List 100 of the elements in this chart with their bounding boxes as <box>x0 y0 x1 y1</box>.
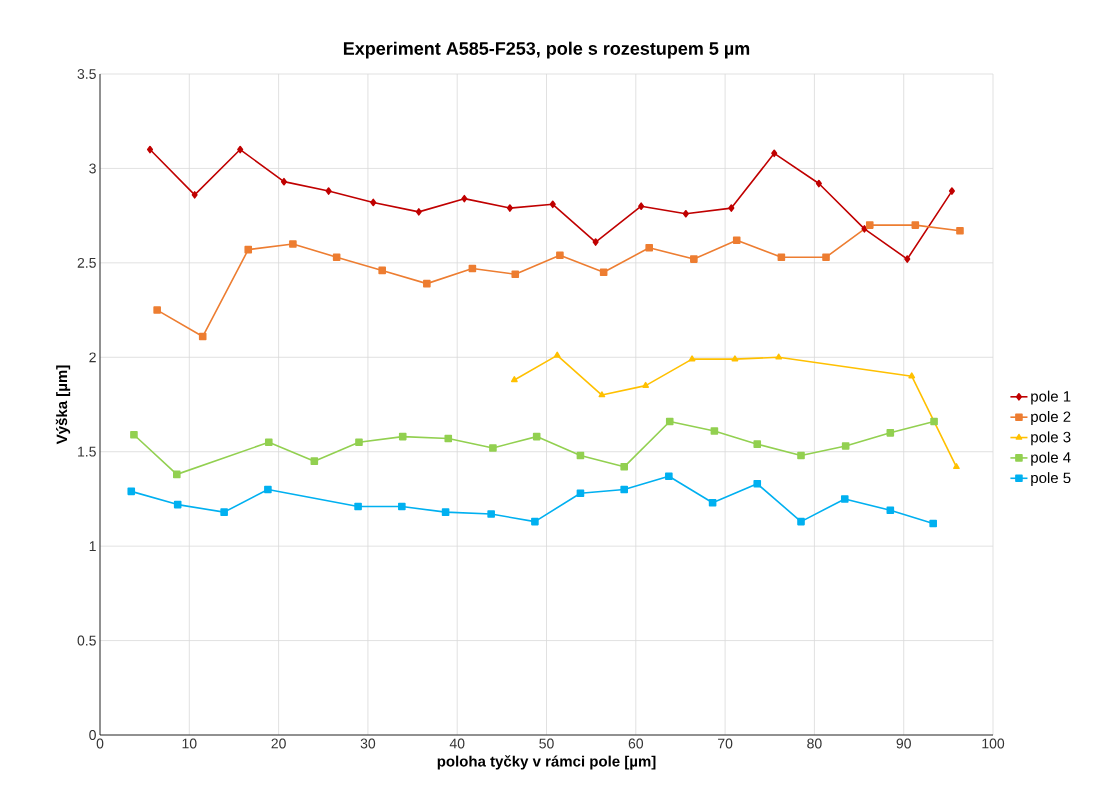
point <box>441 508 450 516</box>
point <box>423 279 431 288</box>
y-tick-label: 0 <box>89 730 96 740</box>
x-tick-label: 100 <box>982 738 1005 749</box>
point <box>354 502 362 511</box>
point <box>531 517 539 526</box>
point <box>592 238 599 246</box>
x-axis-title: poloha tyčky v rámci pole [µm] <box>437 755 656 770</box>
point <box>815 179 822 188</box>
point <box>280 177 288 186</box>
chart-title: Experiment A585-F253, pole s rozestupem 5 µm <box>343 41 750 59</box>
point <box>237 145 244 154</box>
y-tick-label: 3 <box>89 163 96 174</box>
point <box>775 353 783 360</box>
point <box>911 221 920 229</box>
point <box>153 306 161 314</box>
point <box>620 463 628 471</box>
point <box>444 434 453 443</box>
y-tick-label: 0.5 <box>77 635 96 646</box>
point <box>908 372 916 379</box>
point <box>861 225 868 233</box>
point <box>576 489 585 498</box>
legend-label: pole 3 <box>1031 431 1071 446</box>
point <box>930 417 938 426</box>
point <box>732 236 741 244</box>
point <box>731 355 739 362</box>
point <box>325 187 332 195</box>
x-tick-label: 90 <box>896 738 911 749</box>
point <box>173 470 181 479</box>
point <box>841 442 850 450</box>
point <box>797 517 805 526</box>
point <box>904 255 911 263</box>
x-tick-label: 60 <box>628 738 644 749</box>
x-tick-label: 30 <box>360 738 376 749</box>
point <box>708 498 717 507</box>
legend-label: pole 1 <box>1031 390 1071 405</box>
point <box>797 451 805 460</box>
legend-label: pole 4 <box>1031 451 1071 466</box>
y-tick-label: 2.5 <box>77 257 96 268</box>
point <box>310 457 319 465</box>
y-tick-label: 3.5 <box>77 69 96 79</box>
point <box>886 506 895 515</box>
point <box>682 209 689 218</box>
y-tick-label: 1 <box>89 541 96 551</box>
point <box>688 355 696 362</box>
point <box>777 253 786 261</box>
point <box>398 432 407 441</box>
point <box>549 200 556 209</box>
point <box>753 440 762 448</box>
point <box>953 463 960 470</box>
x-tick-label: 20 <box>271 738 286 749</box>
point <box>220 508 228 516</box>
point <box>378 266 386 275</box>
point <box>598 391 606 398</box>
point <box>289 240 297 248</box>
x-tick-label: 0 <box>96 738 104 749</box>
point <box>753 480 762 488</box>
point <box>332 253 341 261</box>
point <box>191 191 198 199</box>
point <box>489 444 497 452</box>
legend-label: pole 5 <box>1031 472 1071 487</box>
point <box>642 381 650 388</box>
point <box>665 417 674 426</box>
point <box>638 202 645 210</box>
point <box>710 427 719 435</box>
point <box>948 187 955 195</box>
point <box>771 149 778 158</box>
x-tick-label: 80 <box>807 738 822 749</box>
point <box>264 438 273 447</box>
point <box>822 253 830 261</box>
x-tick-label: 40 <box>449 738 465 749</box>
point <box>127 487 136 496</box>
point <box>886 429 895 437</box>
point <box>553 351 561 358</box>
legend-label: pole 2 <box>1031 411 1071 425</box>
point <box>620 485 628 494</box>
x-tick-label: 10 <box>182 738 197 749</box>
point <box>415 208 422 216</box>
point <box>956 226 964 235</box>
point <box>840 495 849 503</box>
point <box>461 194 468 203</box>
point <box>665 472 673 481</box>
point <box>487 510 495 518</box>
point <box>645 243 653 252</box>
point <box>556 251 564 260</box>
point <box>510 376 518 383</box>
point <box>599 268 608 277</box>
y-tick-label: 2 <box>89 352 96 363</box>
point <box>370 198 377 207</box>
point <box>146 145 154 154</box>
x-tick-label: 70 <box>718 738 733 749</box>
point <box>728 204 735 212</box>
x-tick-label: 50 <box>539 738 554 749</box>
point <box>506 204 513 212</box>
point <box>355 438 363 447</box>
point <box>198 332 207 341</box>
point <box>130 430 138 439</box>
y-tick-label: 1.5 <box>78 446 96 457</box>
point <box>865 221 874 229</box>
point <box>398 502 406 511</box>
